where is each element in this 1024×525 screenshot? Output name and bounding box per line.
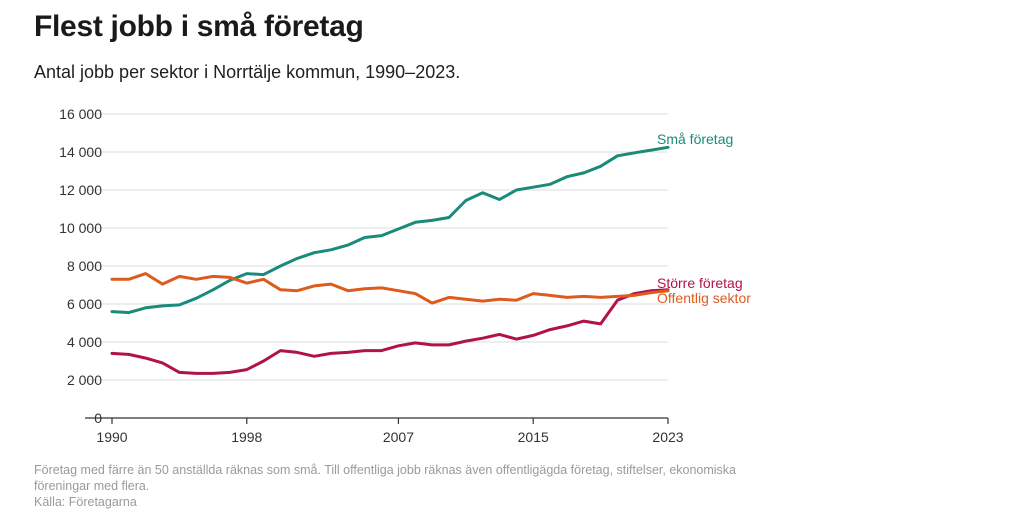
chart-title: Flest jobb i små företag bbox=[34, 10, 364, 43]
y-tick-label: 8 000 bbox=[67, 258, 102, 274]
y-tick-label: 14 000 bbox=[59, 144, 102, 160]
series-label: Offentlig sektor bbox=[657, 290, 751, 306]
y-tick-label: 6 000 bbox=[67, 296, 102, 312]
y-tick-label: 12 000 bbox=[59, 182, 102, 198]
series-line bbox=[110, 288, 670, 375]
x-tick-label: 2023 bbox=[652, 429, 683, 445]
chart-footnote: Företag med färre än 50 anställda räknas… bbox=[34, 462, 754, 510]
series-line bbox=[110, 272, 670, 305]
series-label: Större företag bbox=[657, 275, 743, 291]
series-label: Små företag bbox=[657, 131, 733, 147]
x-tick-label: 2015 bbox=[518, 429, 549, 445]
source-text: Källa: Företagarna bbox=[34, 495, 137, 509]
y-tick-label: 16 000 bbox=[59, 106, 102, 122]
y-tick-label: 4 000 bbox=[67, 334, 102, 350]
x-tick-label: 1990 bbox=[96, 429, 127, 445]
series-line bbox=[110, 145, 670, 315]
chart-subtitle: Antal jobb per sektor i Norrtälje kommun… bbox=[34, 62, 461, 82]
x-tick-label: 2007 bbox=[383, 429, 414, 445]
x-tick-label: 1998 bbox=[231, 429, 262, 445]
footnote-text: Företag med färre än 50 anställda räknas… bbox=[34, 463, 737, 493]
y-tick-label: 10 000 bbox=[59, 220, 102, 236]
y-tick-label: 2 000 bbox=[67, 372, 102, 388]
